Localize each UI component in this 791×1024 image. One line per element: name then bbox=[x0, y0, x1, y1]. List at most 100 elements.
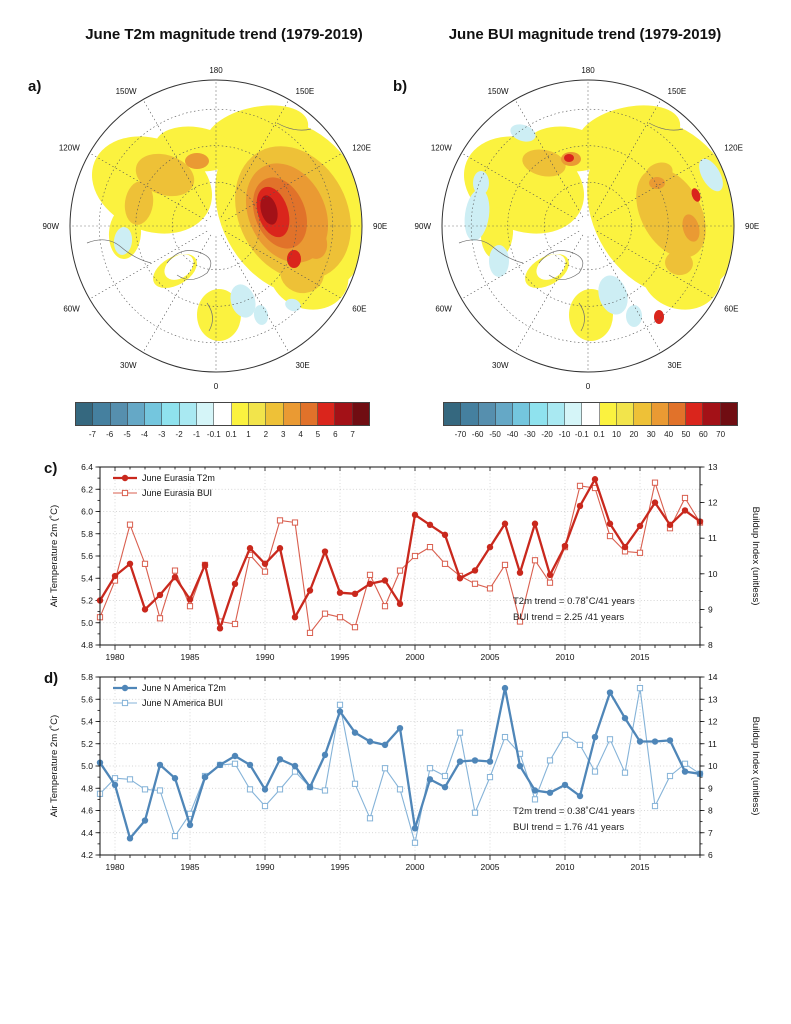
y-left-tick-label: 6.0 bbox=[81, 507, 93, 517]
t2m-marker bbox=[291, 762, 299, 770]
bui-marker bbox=[636, 549, 644, 556]
y-left-tick-label: 6.4 bbox=[81, 462, 93, 472]
colorbar-cell bbox=[461, 403, 479, 425]
timeseries-namerica: 4.2 4.4 4.6 4.8 5.0 5.2 5.4 5.6 5.8 6 7 8 9 10 11 12 13 1… bbox=[49, 672, 761, 872]
t2m-marker bbox=[351, 729, 359, 736]
coastline bbox=[458, 239, 524, 264]
t2m-marker bbox=[381, 577, 389, 584]
graticule bbox=[70, 80, 362, 372]
t2m-marker bbox=[291, 613, 299, 621]
meridian-label: 60W bbox=[63, 305, 80, 314]
y-right-tick-label: 12 bbox=[708, 717, 718, 727]
coastline bbox=[578, 302, 585, 332]
y-left-tick-label: 4.2 bbox=[81, 850, 93, 860]
colorbar-cell bbox=[214, 403, 232, 425]
colorbar-tick-label: 7 bbox=[350, 430, 355, 439]
colorbar-tick-label: -3 bbox=[158, 430, 166, 439]
panel-letter-b: b) bbox=[393, 78, 408, 95]
y-right-tick-label: 9 bbox=[708, 783, 713, 793]
map-trend-field bbox=[86, 105, 362, 341]
bui-marker bbox=[591, 768, 599, 775]
meridian-label: 60E bbox=[724, 305, 738, 314]
t2m-marker bbox=[141, 817, 149, 824]
legend-entry bbox=[113, 684, 137, 692]
colorbar-tick-label: -0.1 bbox=[206, 430, 221, 439]
colorbar-cell bbox=[352, 403, 370, 425]
y-left-axis-label: Air Temperature 2m (˚C) bbox=[49, 715, 60, 817]
bui-marker bbox=[321, 610, 329, 617]
t2m-marker bbox=[666, 737, 674, 744]
y-left-tick-label: 5.6 bbox=[81, 551, 93, 561]
colorbar-tick-label: -5 bbox=[123, 430, 131, 439]
trend-annotation: BUI trend = 2.25 /41 years bbox=[513, 612, 624, 623]
colorbar-cell bbox=[162, 403, 180, 425]
colorbar-cell bbox=[634, 403, 652, 425]
gridlines bbox=[100, 467, 700, 645]
y-right-tick-label: 10 bbox=[708, 761, 718, 771]
bui-marker bbox=[576, 741, 584, 748]
meridian-label: 30W bbox=[120, 361, 137, 370]
t2m-marker bbox=[126, 835, 134, 842]
trend-shading-blob bbox=[197, 289, 241, 341]
bui-marker bbox=[126, 521, 134, 528]
meridian-label: 120W bbox=[59, 144, 80, 153]
colorbar-tick-label: 40 bbox=[664, 430, 674, 439]
bui-marker bbox=[381, 765, 389, 772]
t2m-marker bbox=[456, 758, 464, 765]
colorbar-cell bbox=[686, 403, 704, 425]
colorbar-tick-label: -70 bbox=[454, 430, 467, 439]
colorbar-tick-label: -6 bbox=[106, 430, 114, 439]
bui-marker bbox=[291, 519, 299, 526]
colorbar-cell bbox=[318, 403, 336, 425]
t2m-marker bbox=[531, 520, 539, 527]
bui-marker bbox=[156, 615, 164, 622]
colorbar-cell bbox=[127, 403, 146, 425]
colorbar-cell bbox=[547, 403, 566, 425]
x-tick-label: 2005 bbox=[481, 862, 500, 872]
trend-annotation: BUI trend = 1.76 /41 years bbox=[513, 822, 624, 833]
colorbar-cell bbox=[231, 403, 249, 425]
colorbar-bui: -70 -60 -50 -40 -30 -20 -10 -0.1 0.1 10 20 30 40 50 60… bbox=[443, 402, 738, 442]
colorbar-tick-label: -40 bbox=[506, 430, 519, 439]
meridian-label: 0 bbox=[586, 382, 591, 391]
map-trend-field bbox=[458, 105, 734, 341]
bui-marker bbox=[471, 580, 479, 587]
t2m-marker bbox=[411, 825, 419, 832]
t2m-marker bbox=[261, 786, 269, 793]
colorbar-cell bbox=[478, 403, 496, 425]
trend-shading-blob bbox=[135, 153, 195, 197]
y-right-tick-label: 9 bbox=[708, 604, 713, 614]
x-tick-label: 2000 bbox=[406, 862, 425, 872]
bui-marker bbox=[141, 560, 149, 567]
colorbar-tick-label: 10 bbox=[612, 430, 621, 439]
coastline bbox=[648, 122, 684, 131]
x-tick-label: 2005 bbox=[481, 652, 500, 662]
t2m-marker bbox=[306, 783, 314, 791]
meridian-label: 120E bbox=[352, 144, 371, 153]
x-tick-label: 1995 bbox=[331, 862, 350, 872]
trend-shading-blob bbox=[185, 153, 209, 169]
y-right-tick-label: 14 bbox=[708, 672, 718, 682]
colorbar-cell bbox=[582, 403, 600, 425]
colorbar-cell bbox=[530, 403, 548, 425]
t2m-marker bbox=[396, 724, 404, 732]
colorbar-tick-label: -0.1 bbox=[574, 430, 589, 439]
colorbar-cell bbox=[110, 403, 128, 425]
t2m-marker bbox=[306, 587, 314, 594]
bui-marker bbox=[156, 787, 164, 794]
t2m-marker bbox=[336, 708, 344, 715]
t2m-marker bbox=[546, 789, 554, 796]
colorbar-tick-label: 4 bbox=[298, 430, 303, 439]
t2m-marker bbox=[141, 606, 149, 613]
panel-letter-a: a) bbox=[28, 78, 42, 95]
trend-shading-blob bbox=[682, 214, 700, 242]
t2m-marker bbox=[351, 590, 359, 598]
colorbar-tick-label: -20 bbox=[541, 430, 553, 439]
trend-shading-blob bbox=[598, 275, 628, 315]
t2m-marker bbox=[531, 787, 539, 794]
y-right-tick-label: 12 bbox=[708, 498, 718, 508]
t2m-marker bbox=[336, 589, 344, 596]
trend-shading-blob bbox=[230, 284, 256, 318]
legend-label: June Eurasia BUI bbox=[142, 488, 212, 498]
y-left-tick-label: 6.2 bbox=[81, 484, 93, 494]
